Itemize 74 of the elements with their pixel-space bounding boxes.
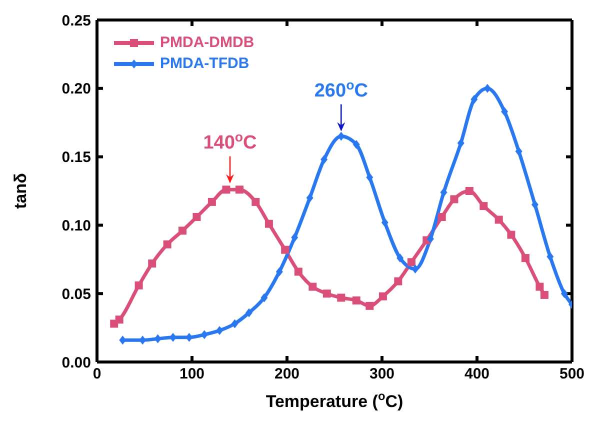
x-tick-label: 100 <box>179 366 205 383</box>
point <box>306 193 314 202</box>
point <box>438 212 446 221</box>
point <box>531 200 538 210</box>
point <box>337 294 346 302</box>
point <box>440 188 448 197</box>
x-tick-label: 400 <box>464 366 490 383</box>
point <box>352 296 360 304</box>
point <box>291 233 298 242</box>
point <box>480 202 488 210</box>
point <box>208 198 216 206</box>
point <box>540 290 548 299</box>
point <box>470 94 478 104</box>
annotation: 140$^{o}$C <box>203 128 258 154</box>
point <box>231 319 238 328</box>
point <box>366 172 374 182</box>
point <box>396 254 404 263</box>
point <box>260 293 268 302</box>
point <box>494 216 503 224</box>
point <box>222 186 230 194</box>
point <box>407 258 416 266</box>
point <box>521 254 530 262</box>
point <box>465 187 474 195</box>
point <box>264 220 273 228</box>
point <box>381 218 388 227</box>
point <box>200 330 208 340</box>
point <box>115 316 124 324</box>
point <box>281 246 290 254</box>
point <box>320 155 328 164</box>
point <box>322 290 331 298</box>
x-tick-label: 500 <box>559 366 585 383</box>
point <box>294 268 302 276</box>
point <box>192 212 201 221</box>
point <box>276 267 283 276</box>
point <box>178 226 186 235</box>
point <box>426 234 434 244</box>
point <box>308 282 317 291</box>
point <box>352 140 360 149</box>
x-tick-label: 300 <box>369 366 395 383</box>
point <box>457 138 464 148</box>
legend-label: PMDA-TFDB <box>160 54 250 74</box>
y-tick-label: 0.05 <box>62 286 91 303</box>
point <box>515 146 522 156</box>
y-tick-label: 0.20 <box>62 80 91 98</box>
point <box>546 252 554 262</box>
x-axis-title: Temperature ($^{o}$C) <box>266 389 404 411</box>
x-tick-label: 200 <box>274 366 300 383</box>
point <box>366 302 374 310</box>
point <box>154 334 162 344</box>
point <box>338 132 345 141</box>
point <box>450 195 458 204</box>
y-axis-title: tanδ <box>11 173 30 209</box>
point <box>507 230 516 239</box>
point <box>236 186 244 194</box>
point <box>163 240 172 248</box>
annotation: 260$^{o}$C <box>314 76 368 102</box>
point <box>148 260 156 268</box>
y-tick-label: 0.00 <box>62 354 91 372</box>
point <box>170 332 176 342</box>
point <box>394 277 402 286</box>
y-tick-label: 0.15 <box>62 149 91 166</box>
point <box>216 326 224 336</box>
point <box>501 107 508 116</box>
point <box>560 289 568 298</box>
point <box>252 198 260 206</box>
x-tick-label: 0 <box>92 366 102 383</box>
point <box>412 264 419 274</box>
point <box>378 292 387 300</box>
y-tick-label: 0.10 <box>62 218 91 235</box>
point <box>246 308 252 318</box>
y-tick-label: 0.25 <box>62 12 91 30</box>
point <box>134 281 143 290</box>
legend-label: PMDA-DMDB <box>160 33 254 53</box>
point <box>536 282 544 291</box>
